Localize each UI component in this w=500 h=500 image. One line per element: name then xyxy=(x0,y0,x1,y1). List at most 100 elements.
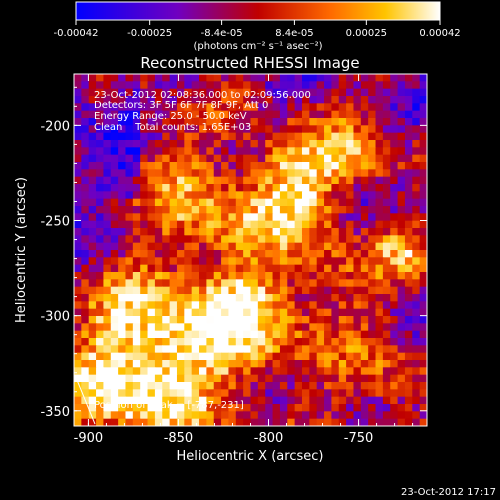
heatmap-cell xyxy=(346,132,355,141)
heatmap-cell xyxy=(360,374,369,383)
heatmap-cell xyxy=(243,374,252,383)
heatmap-cell xyxy=(81,352,90,361)
heatmap-cell xyxy=(228,88,237,97)
heatmap-cell xyxy=(279,279,288,288)
heatmap-cell xyxy=(96,154,105,163)
heatmap-cell xyxy=(316,330,325,339)
heatmap-cell xyxy=(213,411,222,420)
heatmap-cell xyxy=(257,118,266,126)
heatmap-cell xyxy=(235,264,244,273)
heatmap-cell xyxy=(419,338,427,346)
heatmap-cell xyxy=(228,338,237,346)
heatmap-cell xyxy=(412,140,421,148)
heatmap-cell xyxy=(103,308,112,317)
heatmap-cell xyxy=(132,235,141,244)
heatmap-cell xyxy=(390,191,399,200)
heatmap-cell xyxy=(132,294,141,302)
heatmap-cell xyxy=(324,396,332,405)
heatmap-cell xyxy=(419,125,427,134)
heatmap-cell xyxy=(199,389,207,398)
heatmap-cell xyxy=(419,81,427,90)
heatmap-cell xyxy=(412,206,421,214)
heatmap-cell xyxy=(147,250,156,258)
heatmap-cell xyxy=(265,272,274,280)
heatmap-cell xyxy=(74,176,82,185)
heatmap-cell xyxy=(176,411,185,420)
heatmap-cell xyxy=(419,279,427,288)
heatmap-cell xyxy=(132,191,141,200)
heatmap-cell xyxy=(169,140,178,148)
heatmap-cell xyxy=(257,147,266,156)
heatmap-cell xyxy=(118,132,127,141)
heatmap-cell xyxy=(338,250,347,258)
heatmap-cell xyxy=(132,308,141,317)
heatmap-cell xyxy=(382,140,391,148)
heatmap-cell xyxy=(257,235,266,244)
heatmap-cell xyxy=(382,132,391,141)
heatmap-cell xyxy=(287,74,296,82)
heatmap-cell xyxy=(81,338,90,346)
heatmap-cell xyxy=(74,198,82,207)
heatmap-cell xyxy=(265,352,274,361)
heatmap-cell xyxy=(74,140,82,148)
heatmap-cell xyxy=(103,235,112,244)
heatmap-cell xyxy=(110,301,119,310)
heatmap-cell xyxy=(96,404,105,412)
heatmap-cell xyxy=(213,140,222,148)
heatmap-cell xyxy=(88,110,97,119)
heatmap-cell xyxy=(257,272,266,280)
heatmap-cell xyxy=(265,382,274,390)
heatmap-cell xyxy=(360,367,369,376)
heatmap-cell xyxy=(74,103,82,112)
heatmap-cell xyxy=(147,206,156,214)
heatmap-cell xyxy=(265,213,274,222)
heatmap-cell xyxy=(368,389,377,398)
heatmap-cell xyxy=(140,345,149,354)
heatmap-cell xyxy=(272,88,281,97)
heatmap-cell xyxy=(110,169,119,178)
heatmap-cell xyxy=(382,198,391,207)
heatmap-cell xyxy=(309,198,318,207)
heatmap-cell xyxy=(235,184,244,192)
heatmap-cell xyxy=(110,176,119,185)
heatmap-cell xyxy=(316,235,325,244)
heatmap-cell xyxy=(154,360,163,368)
heatmap-cell xyxy=(96,308,105,317)
heatmap-cell xyxy=(331,316,340,324)
heatmap-cell xyxy=(221,110,230,119)
heatmap-cell xyxy=(81,198,90,207)
heatmap-cell xyxy=(375,352,384,361)
heatmap-cell xyxy=(309,345,318,354)
heatmap-cell xyxy=(103,396,112,405)
heatmap-cell xyxy=(213,352,222,361)
heatmap-cell xyxy=(154,140,163,148)
heatmap-cell xyxy=(162,228,171,236)
heatmap-cell xyxy=(213,286,222,295)
heatmap-cell xyxy=(294,242,303,251)
heatmap-cell xyxy=(110,279,119,288)
heatmap-cell xyxy=(265,330,274,339)
heatmap-cell xyxy=(301,191,310,200)
heatmap-cell xyxy=(184,74,193,82)
heatmap-cell xyxy=(88,294,97,302)
heatmap-cell xyxy=(390,404,399,412)
heatmap-cell xyxy=(81,330,90,339)
heatmap-cell xyxy=(103,382,112,390)
heatmap-cell xyxy=(176,176,185,185)
heatmap-cell xyxy=(221,257,230,266)
heatmap-cell xyxy=(353,389,362,398)
heatmap-cell xyxy=(176,110,185,119)
heatmap-cell xyxy=(125,316,134,324)
heatmap-cell xyxy=(316,279,325,288)
heatmap-cell xyxy=(169,396,178,405)
heatmap-cell xyxy=(154,154,163,163)
heatmap-cell xyxy=(301,176,310,185)
heatmap-cell xyxy=(184,96,193,104)
heatmap-cell xyxy=(397,264,406,273)
heatmap-cell xyxy=(272,103,281,112)
heatmap-cell xyxy=(279,228,288,236)
heatmap-cell xyxy=(382,125,391,134)
heatmap-cell xyxy=(132,338,141,346)
heatmap-cell xyxy=(169,88,178,97)
heatmap-cell xyxy=(353,272,362,280)
